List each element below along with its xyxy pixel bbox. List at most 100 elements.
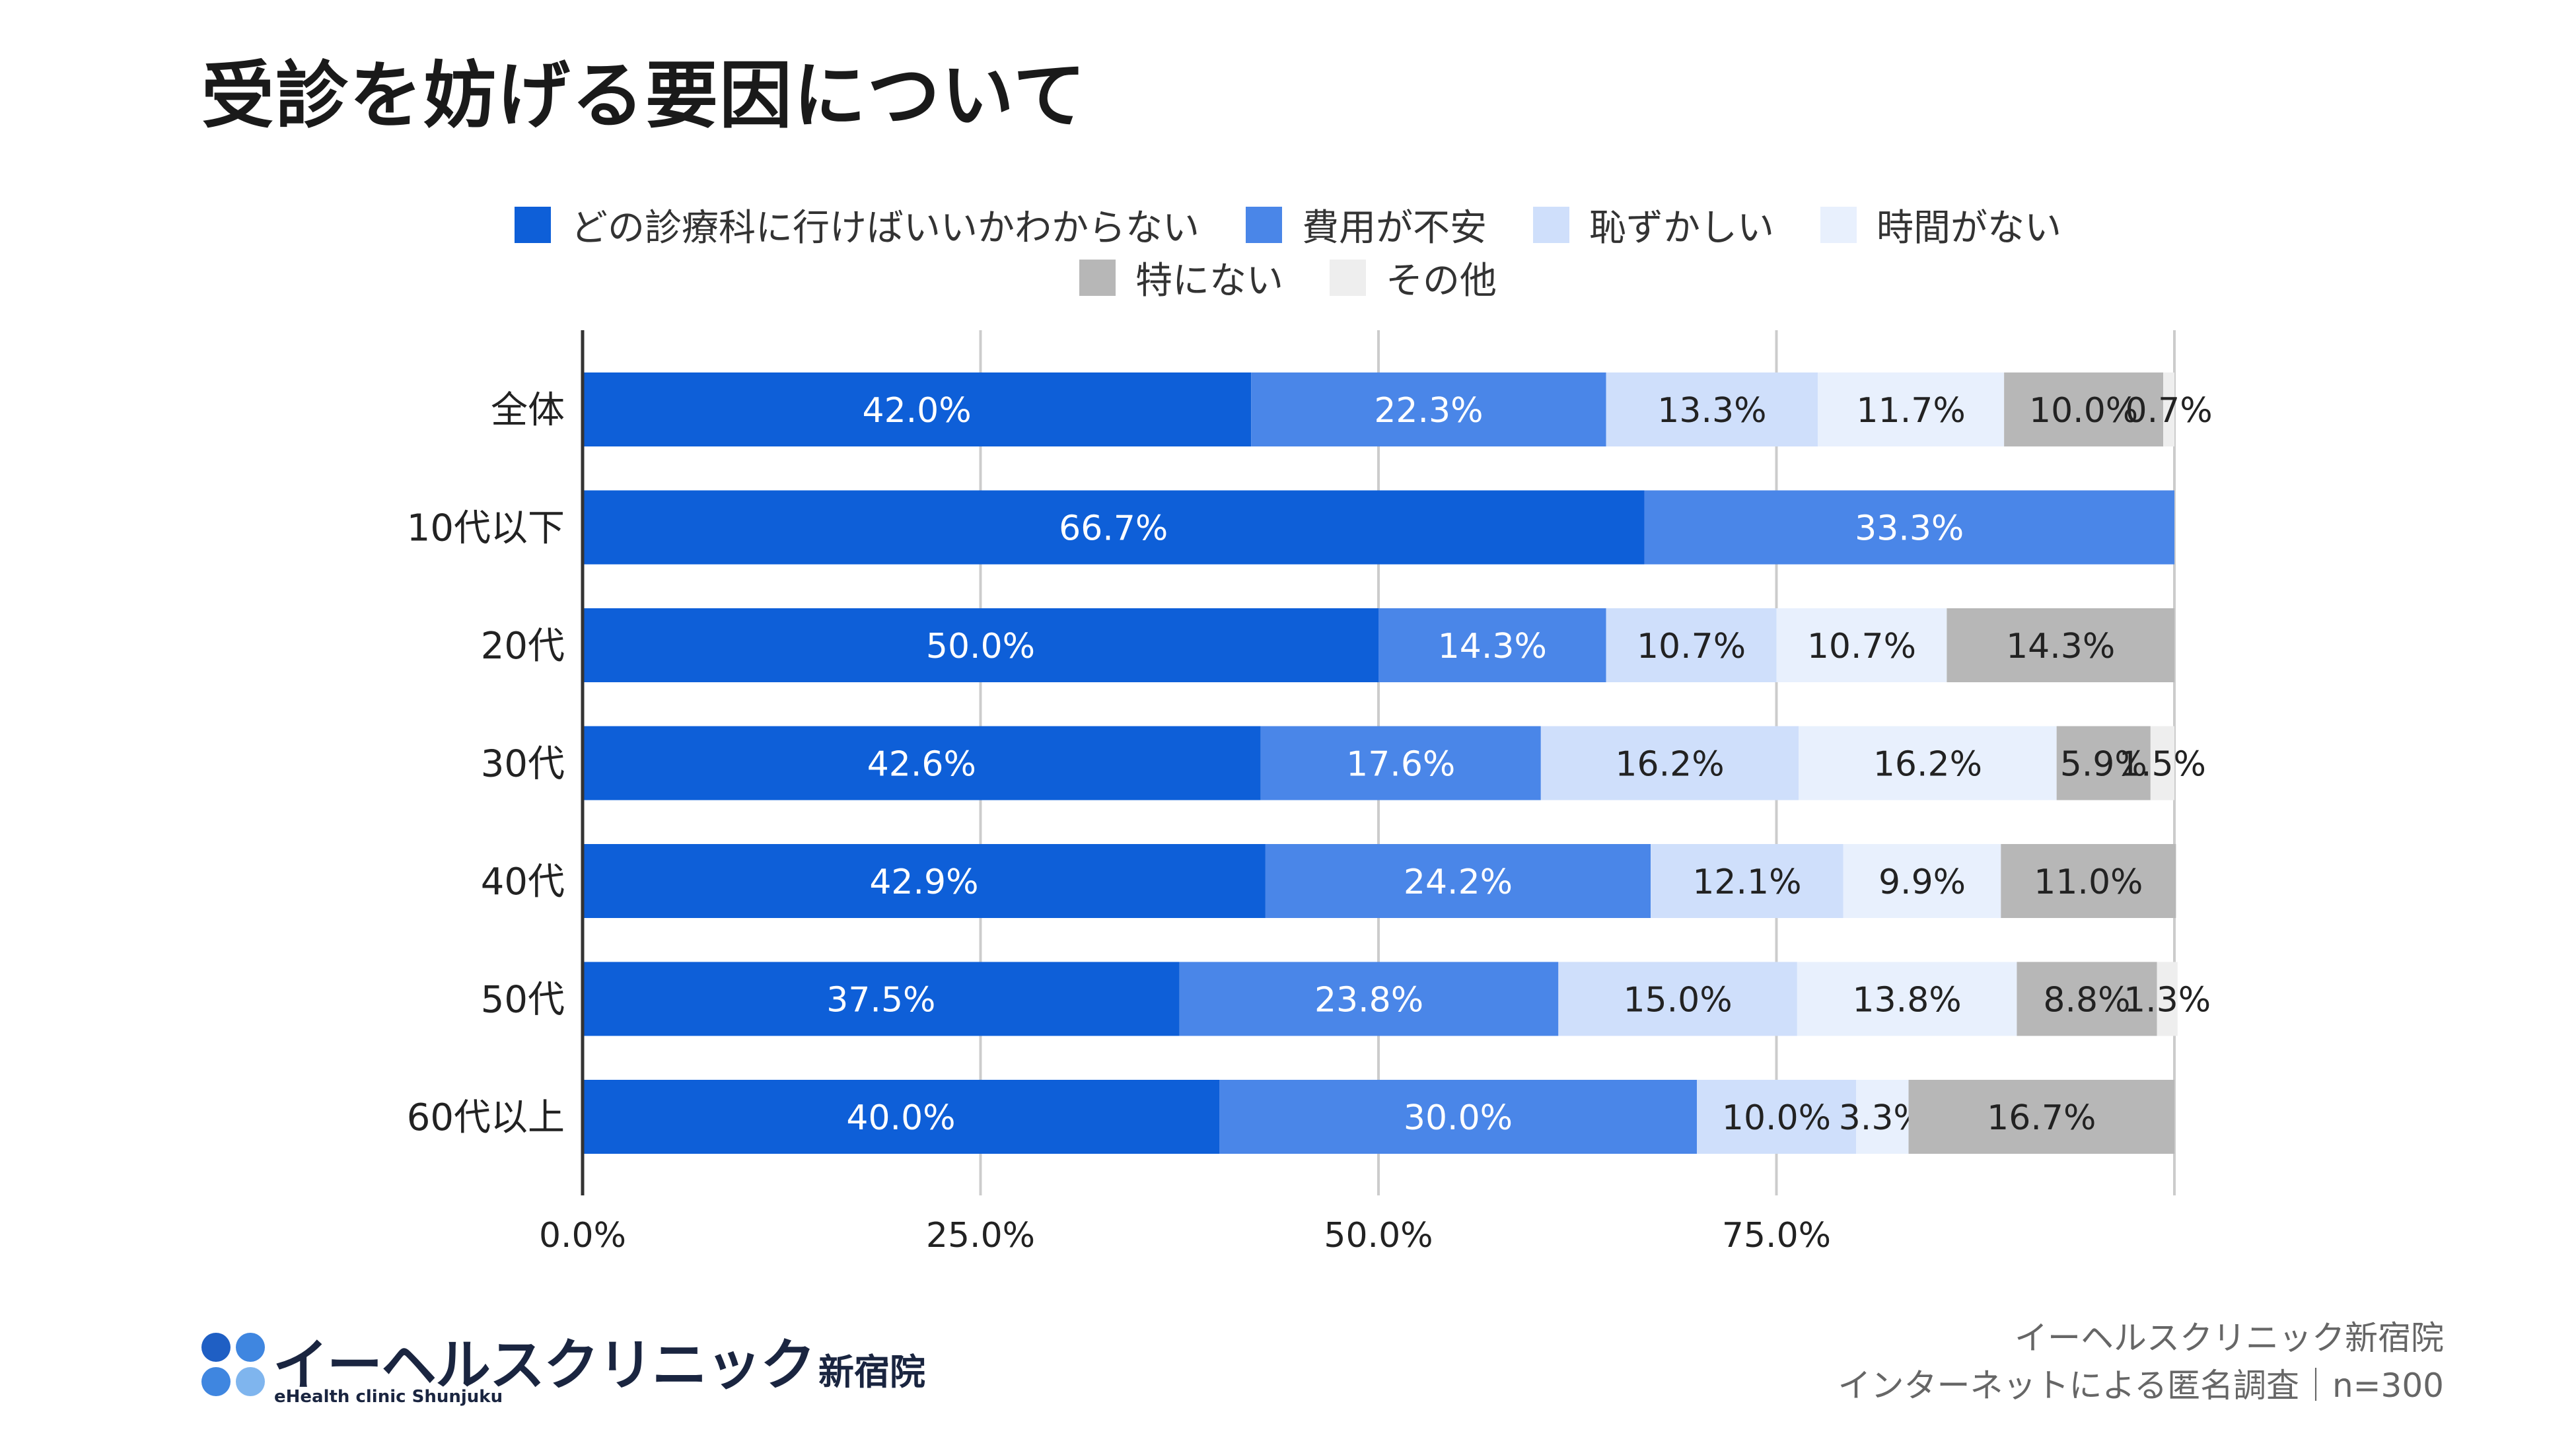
bar-segment [1265, 844, 1651, 918]
logo-name-text: イーヘルスクリニック [273, 1333, 816, 1397]
legend-swatch-6 [1330, 260, 1366, 296]
legend-swatch-5 [1079, 260, 1116, 296]
bar-value-label: 13.8% [1853, 981, 1962, 1020]
bar-value-label: 50.0% [926, 627, 1035, 666]
bar-value-label: 42.9% [869, 863, 978, 902]
bar-segment [1797, 962, 2017, 1036]
legend-item-5: 特にない [1079, 251, 1283, 304]
bar-segment [1558, 962, 1797, 1036]
logo-branch: 新宿院 [818, 1351, 926, 1393]
logo-subtitle: eHealth clinic Shunjuku [274, 1387, 503, 1407]
logo-dot-2 [236, 1333, 265, 1362]
bar-value-label: 17.6% [1346, 745, 1455, 785]
bar-value-label: 10.0% [1722, 1098, 1831, 1138]
bar-segment [2017, 962, 2157, 1036]
legend-item-2: 費用が不安 [1246, 198, 1487, 252]
bar-segment [2157, 962, 2178, 1036]
legend-label-6: その他 [1386, 260, 1497, 302]
bar-segment [1540, 726, 1799, 800]
logo-name: イーヘルスクリニック 新宿院 [273, 1321, 925, 1401]
category-label: 40代 [481, 861, 565, 903]
bar-value-label: 13.3% [1657, 391, 1766, 431]
bar-value-label: 42.6% [867, 745, 976, 785]
legend-swatch-1 [515, 207, 551, 243]
bar-segment [1606, 608, 1777, 682]
bar-segment [1219, 1080, 1697, 1154]
bar-value-label: 22.3% [1374, 391, 1483, 431]
bar-segment [1606, 372, 1818, 446]
bar-value-label: 11.0% [2034, 863, 2143, 902]
category-label: 20代 [481, 625, 565, 668]
bar-segment [1378, 608, 1606, 682]
bar-segment [1776, 608, 1947, 682]
x-tick-label: 75.0% [1722, 1216, 1831, 1255]
bar-value-label: 1.3% [2124, 981, 2211, 1020]
bar-segment [1818, 372, 2005, 446]
legend-label-4: 時間がない [1877, 207, 2061, 250]
legend-item-3: 恥ずかしい [1533, 198, 1774, 252]
bar-segment [1843, 844, 2001, 918]
bar-segment [583, 490, 1645, 565]
bar-segment [2056, 726, 2151, 800]
stacked-bar-chart: 42.0% 22.3% 13.3% 11.7% 10.0% 0.7% 全体 66.7% 33.3… [407, 330, 2213, 1255]
legend-label-1: どの診療科に行けばいいかわからない [571, 207, 1199, 250]
bar-value-label: 33.3% [1855, 509, 1964, 549]
legend-swatch-3 [1533, 207, 1569, 243]
bar-segment [583, 844, 1266, 918]
legend-item-6: その他 [1330, 251, 1497, 304]
bar-value-label: 40.0% [846, 1098, 955, 1138]
legend-row-1: どの診療科に行けばいいかわからない 費用が不安 恥ずかしい 時間がない [0, 198, 2576, 252]
page-title: 受診を妨げる要因について [201, 53, 1087, 138]
category-label: 全体 [491, 389, 565, 432]
bar-segment [1260, 726, 1541, 800]
bar-value-label: 0.7% [2126, 391, 2213, 431]
category-label: 10代以下 [407, 507, 565, 550]
bar-segment [1651, 844, 1843, 918]
bar-value-label: 42.0% [862, 391, 971, 431]
bar-segment [2163, 372, 2174, 446]
bar-value-label: 14.3% [2006, 627, 2115, 666]
bar-value-label: 37.5% [826, 981, 935, 1020]
x-tick-label: 0.0% [539, 1216, 626, 1255]
bar-segment [2150, 726, 2174, 800]
legend-label-3: 恥ずかしい [1589, 207, 1774, 250]
bar-value-label: 8.8% [2043, 981, 2130, 1020]
bar-value-label: 16.2% [1873, 745, 1982, 785]
footer-note: イーヘルスクリニック新宿院 インターネットによる匿名調査｜n=300 [1838, 1314, 2444, 1409]
bar-value-label: 5.9% [2060, 745, 2147, 785]
footer-line-2: インターネットによる匿名調査｜n=300 [1838, 1366, 2444, 1405]
bar-value-label: 30.0% [1404, 1098, 1513, 1138]
bar-value-label: 23.8% [1314, 981, 1423, 1020]
bar-segment [583, 962, 1180, 1036]
bar-value-label: 10.7% [1637, 627, 1746, 666]
legend-item-4: 時間がない [1820, 198, 2061, 252]
bar-value-label: 16.7% [1987, 1098, 2096, 1138]
category-label: 50代 [481, 979, 565, 1022]
legend-swatch-4 [1820, 207, 1857, 243]
logo-dots-icon [201, 1333, 268, 1399]
bar-segment [1799, 726, 2057, 800]
logo-dot-4 [236, 1367, 265, 1396]
bar-segment [1856, 1080, 1909, 1154]
bar-segment [1644, 490, 2174, 565]
bar-segment [2001, 844, 2176, 918]
bar-value-label: 15.0% [1623, 981, 1732, 1020]
footer-line-1: イーヘルスクリニック新宿院 [2015, 1319, 2444, 1357]
clinic-logo: イーヘルスクリニック 新宿院 eHealth clinic Shunjuku [201, 1321, 925, 1413]
category-label: 60代以上 [407, 1096, 565, 1139]
bar-segment [583, 1080, 1219, 1154]
bar-segment [2004, 372, 2164, 446]
bar-value-label: 66.7% [1059, 509, 1168, 549]
bar-value-label: 24.2% [1404, 863, 1513, 902]
x-tick-label: 25.0% [926, 1216, 1035, 1255]
legend-label-5: 特にない [1135, 260, 1283, 302]
legend-row-2: 特にない その他 [0, 251, 2576, 304]
bar-segment [583, 372, 1252, 446]
x-tick-label: 50.0% [1324, 1216, 1433, 1255]
bar-segment [583, 608, 1378, 682]
bar-value-label: 16.2% [1615, 745, 1724, 785]
bar-value-label: 12.1% [1692, 863, 1801, 902]
bar-value-label: 10.7% [1807, 627, 1916, 666]
bar-value-label: 1.5% [2119, 745, 2206, 785]
bar-value-label: 11.7% [1857, 391, 1966, 431]
